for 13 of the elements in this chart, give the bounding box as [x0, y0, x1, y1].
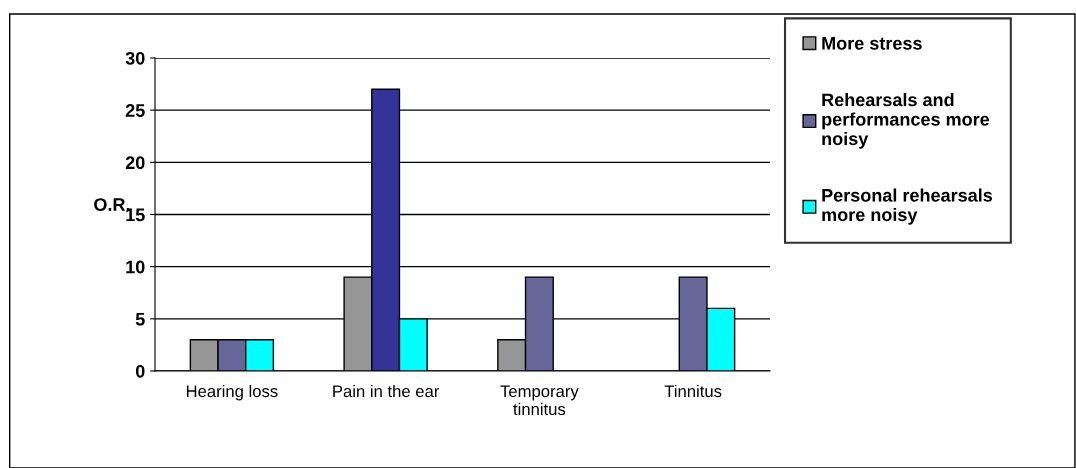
y-tick-label: 20 — [125, 156, 145, 170]
y-tick-label: 25 — [125, 104, 145, 117]
y-tick-label: 5 — [135, 312, 145, 326]
x-tick-label: Hearing loss — [186, 384, 278, 401]
x-tick-label: Temporary tinnitus — [500, 385, 579, 416]
x-tick-label: Tinnitus — [664, 384, 722, 398]
y-tick-label: 10 — [126, 260, 145, 274]
legend-label: Personal rehearsals more noisy — [822, 188, 993, 225]
x-tick-label: Pain in the ear — [333, 384, 440, 398]
y-tick-label: 0 — [135, 364, 145, 378]
legend-label: Rehearsals and performances more noisy — [822, 93, 990, 149]
legend-label: More stress — [822, 37, 922, 50]
y-tick-label: 30 — [125, 51, 145, 65]
